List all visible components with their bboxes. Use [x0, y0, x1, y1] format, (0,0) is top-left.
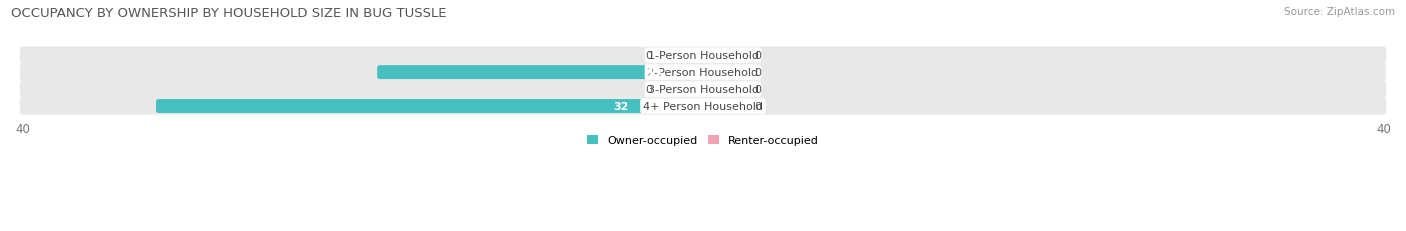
Text: 0: 0 — [754, 102, 761, 112]
FancyBboxPatch shape — [377, 66, 706, 80]
FancyBboxPatch shape — [20, 64, 1386, 82]
Legend: Owner-occupied, Renter-occupied: Owner-occupied, Renter-occupied — [582, 131, 824, 150]
FancyBboxPatch shape — [156, 100, 706, 113]
Text: 0: 0 — [645, 51, 652, 61]
Text: 1-Person Household: 1-Person Household — [648, 51, 758, 61]
Text: 0: 0 — [645, 85, 652, 95]
FancyBboxPatch shape — [20, 81, 1386, 98]
Text: OCCUPANCY BY OWNERSHIP BY HOUSEHOLD SIZE IN BUG TUSSLE: OCCUPANCY BY OWNERSHIP BY HOUSEHOLD SIZE… — [11, 7, 447, 20]
FancyBboxPatch shape — [20, 98, 1386, 115]
Text: 19: 19 — [647, 68, 662, 78]
Text: 4+ Person Household: 4+ Person Household — [643, 102, 763, 112]
Text: 0: 0 — [754, 68, 761, 78]
FancyBboxPatch shape — [658, 83, 706, 97]
FancyBboxPatch shape — [700, 83, 748, 97]
FancyBboxPatch shape — [20, 47, 1386, 64]
FancyBboxPatch shape — [700, 66, 748, 80]
Text: 32: 32 — [613, 102, 628, 112]
Text: 2-Person Household: 2-Person Household — [647, 68, 759, 78]
Text: 0: 0 — [754, 51, 761, 61]
FancyBboxPatch shape — [700, 100, 748, 113]
Text: 0: 0 — [754, 85, 761, 95]
Text: Source: ZipAtlas.com: Source: ZipAtlas.com — [1284, 7, 1395, 17]
Text: 3-Person Household: 3-Person Household — [648, 85, 758, 95]
FancyBboxPatch shape — [658, 49, 706, 63]
FancyBboxPatch shape — [700, 49, 748, 63]
